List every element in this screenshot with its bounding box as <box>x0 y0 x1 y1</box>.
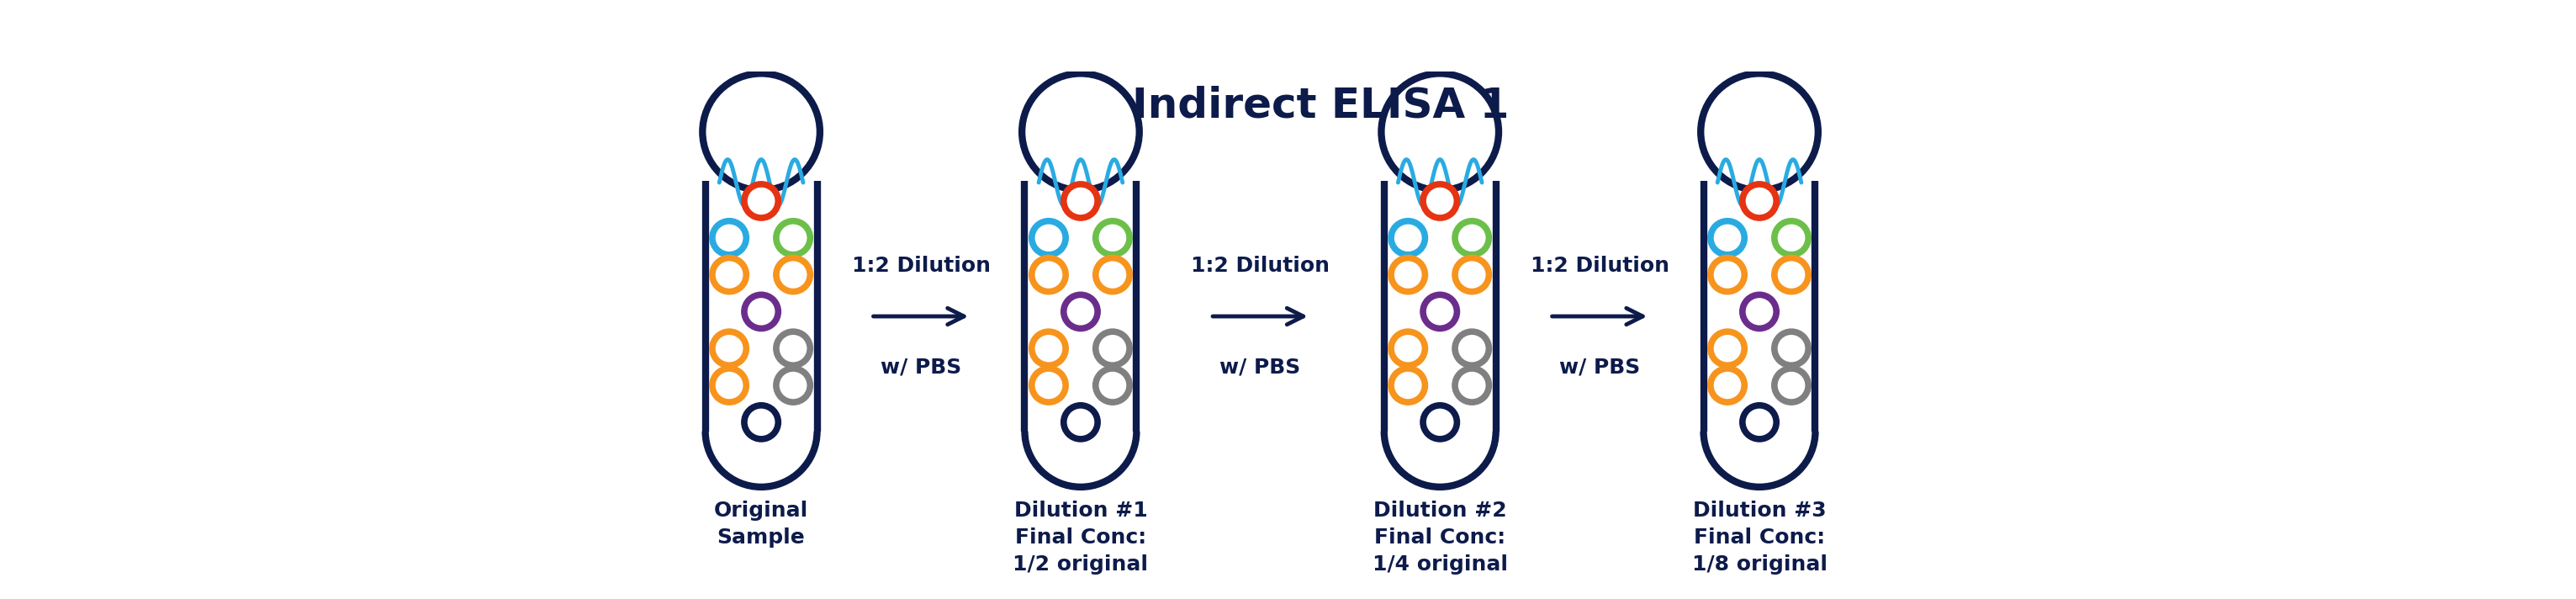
Circle shape <box>775 368 809 402</box>
Bar <box>708 181 814 431</box>
Circle shape <box>1023 75 1139 188</box>
Circle shape <box>1455 368 1489 402</box>
Text: w/ PBS: w/ PBS <box>881 357 961 377</box>
Circle shape <box>775 332 809 365</box>
FancyArrowPatch shape <box>1553 308 1643 325</box>
Bar <box>1386 181 1494 431</box>
Circle shape <box>1710 368 1744 402</box>
Circle shape <box>775 258 809 292</box>
Circle shape <box>1033 221 1066 255</box>
Text: Indirect ELISA 1: Indirect ELISA 1 <box>1131 86 1510 126</box>
Circle shape <box>1033 368 1066 402</box>
Circle shape <box>1775 368 1808 402</box>
Text: 1:2 Dilution: 1:2 Dilution <box>853 256 989 276</box>
Circle shape <box>1741 184 1777 218</box>
Circle shape <box>714 368 747 402</box>
Circle shape <box>1703 75 1816 188</box>
Circle shape <box>1033 332 1066 365</box>
Circle shape <box>1095 221 1128 255</box>
Circle shape <box>1033 258 1066 292</box>
Circle shape <box>1391 258 1425 292</box>
Circle shape <box>775 221 809 255</box>
Circle shape <box>1391 368 1425 402</box>
Circle shape <box>1710 332 1744 365</box>
Circle shape <box>1455 258 1489 292</box>
Circle shape <box>714 258 747 292</box>
Circle shape <box>1391 221 1425 255</box>
Circle shape <box>1775 221 1808 255</box>
Text: 1:2 Dilution: 1:2 Dilution <box>1190 256 1329 276</box>
Text: w/ PBS: w/ PBS <box>1221 357 1301 377</box>
Circle shape <box>1455 332 1489 365</box>
Circle shape <box>1710 221 1744 255</box>
Circle shape <box>1422 184 1458 218</box>
Circle shape <box>1064 184 1097 218</box>
Circle shape <box>1775 258 1808 292</box>
Wedge shape <box>1705 431 1814 485</box>
Circle shape <box>744 295 778 328</box>
Text: Dilution #2
Final Conc:
1/4 original: Dilution #2 Final Conc: 1/4 original <box>1373 501 1507 574</box>
Text: Dilution #3
Final Conc:
1/8 original: Dilution #3 Final Conc: 1/8 original <box>1692 501 1826 574</box>
Bar <box>1028 181 1133 431</box>
Circle shape <box>703 75 819 188</box>
Circle shape <box>1383 75 1497 188</box>
Wedge shape <box>1386 431 1494 485</box>
Circle shape <box>1391 332 1425 365</box>
Circle shape <box>1741 406 1777 439</box>
Circle shape <box>1741 295 1777 328</box>
FancyArrowPatch shape <box>1213 308 1303 325</box>
Text: Dilution #1
Final Conc:
1/2 original: Dilution #1 Final Conc: 1/2 original <box>1012 501 1149 574</box>
Circle shape <box>714 221 747 255</box>
Circle shape <box>1422 406 1458 439</box>
Circle shape <box>1064 295 1097 328</box>
Circle shape <box>1775 332 1808 365</box>
Text: Original
Sample: Original Sample <box>714 501 809 547</box>
Circle shape <box>744 406 778 439</box>
Circle shape <box>1064 406 1097 439</box>
Circle shape <box>744 184 778 218</box>
Text: 1:2 Dilution: 1:2 Dilution <box>1530 256 1669 276</box>
Wedge shape <box>1028 431 1133 485</box>
Circle shape <box>1710 258 1744 292</box>
Circle shape <box>1095 368 1128 402</box>
Circle shape <box>1095 258 1128 292</box>
FancyArrowPatch shape <box>873 308 963 325</box>
Circle shape <box>1422 295 1458 328</box>
Bar <box>1705 181 1814 431</box>
Wedge shape <box>708 431 814 485</box>
Circle shape <box>1095 332 1128 365</box>
Text: w/ PBS: w/ PBS <box>1558 357 1641 377</box>
Circle shape <box>1455 221 1489 255</box>
Circle shape <box>714 332 747 365</box>
